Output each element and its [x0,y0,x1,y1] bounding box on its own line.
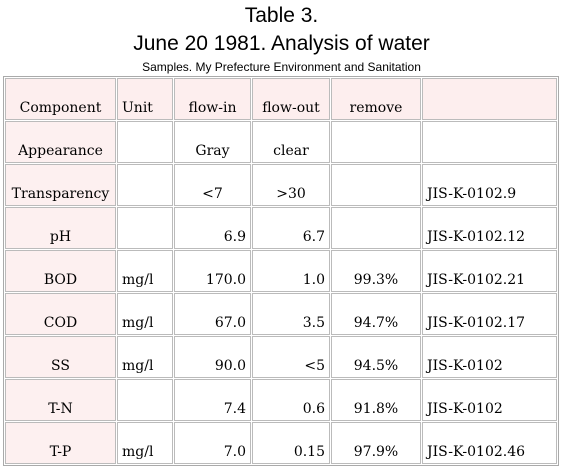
cell: T-N [5,379,116,421]
cell: 7.4 [174,379,251,421]
cell: 91.8% [331,379,421,421]
cell: 0.6 [252,379,330,421]
subtitle: June 20 1981. Analysis of water [133,32,430,55]
cell: <5 [252,336,330,378]
cell: Gray [174,121,251,163]
header-cell: Unit [117,78,173,120]
cell: 0.15 [252,422,330,464]
cell: pH [5,207,116,249]
cell: 170.0 [174,250,251,292]
header-row: Component Unit flow-in flow-out remove [5,78,557,120]
page: Table 3. June 20 1981. Analysis of water… [3,4,559,466]
header-cell: Component [5,78,116,120]
cell: mg/l [117,422,173,464]
cell: 97.9% [331,422,421,464]
cell: JIS-K-0102.12 [422,207,557,249]
cell: JIS-K-0102 [422,379,557,421]
analysis-table: Component Unit flow-in flow-out remove Appear… [3,76,559,466]
cell [117,207,173,249]
cell: 7.0 [174,422,251,464]
cell: COD [5,293,116,335]
cell: 6.9 [174,207,251,249]
table-row: SS mg/l 90.0 <5 94.5% JIS-K-0102 [5,336,557,378]
cell: <7 [174,164,251,206]
cell: JIS-K-0102 [422,336,557,378]
cell: 90.0 [174,336,251,378]
cell: mg/l [117,250,173,292]
table-row: T-P mg/l 7.0 0.15 97.9% JIS-K-0102.46 [5,422,557,464]
cell: 1.0 [252,250,330,292]
cell: Appearance [5,121,116,163]
cell: SS [5,336,116,378]
cell [331,164,421,206]
title: Table 3. [244,4,319,27]
header-cell: flow-in [174,78,251,120]
cell: 94.5% [331,336,421,378]
cell [331,121,421,163]
table-row: COD mg/l 67.0 3.5 94.7% JIS-K-0102.17 [5,293,557,335]
cell: 94.7% [331,293,421,335]
header-cell: flow-out [252,78,330,120]
cell: JIS-K-0102.17 [422,293,557,335]
cell: JIS-K-0102.21 [422,250,557,292]
header-cell: remove [331,78,421,120]
cell: JIS-K-0102.9 [422,164,557,206]
cell [117,121,173,163]
table-row: Appearance Gray clear [5,121,557,163]
cell [422,121,557,163]
cell: clear [252,121,330,163]
cell: T-P [5,422,116,464]
cell: mg/l [117,293,173,335]
cell: 3.5 [252,293,330,335]
header-cell [422,78,557,120]
cell: JIS-K-0102.46 [422,422,557,464]
note: Samples. My Prefecture Environment and S… [142,60,421,74]
cell: 6.7 [252,207,330,249]
table-row: T-N 7.4 0.6 91.8% JIS-K-0102 [5,379,557,421]
cell: Transparency [5,164,116,206]
cell [117,164,173,206]
cell [117,379,173,421]
table-row: BOD mg/l 170.0 1.0 99.3% JIS-K-0102.21 [5,250,557,292]
cell: BOD [5,250,116,292]
cell: >30 [252,164,330,206]
cell [331,207,421,249]
cell: mg/l [117,336,173,378]
table-row: pH 6.9 6.7 JIS-K-0102.12 [5,207,557,249]
cell: 67.0 [174,293,251,335]
table-row: Transparency <7 >30 JIS-K-0102.9 [5,164,557,206]
cell: 99.3% [331,250,421,292]
